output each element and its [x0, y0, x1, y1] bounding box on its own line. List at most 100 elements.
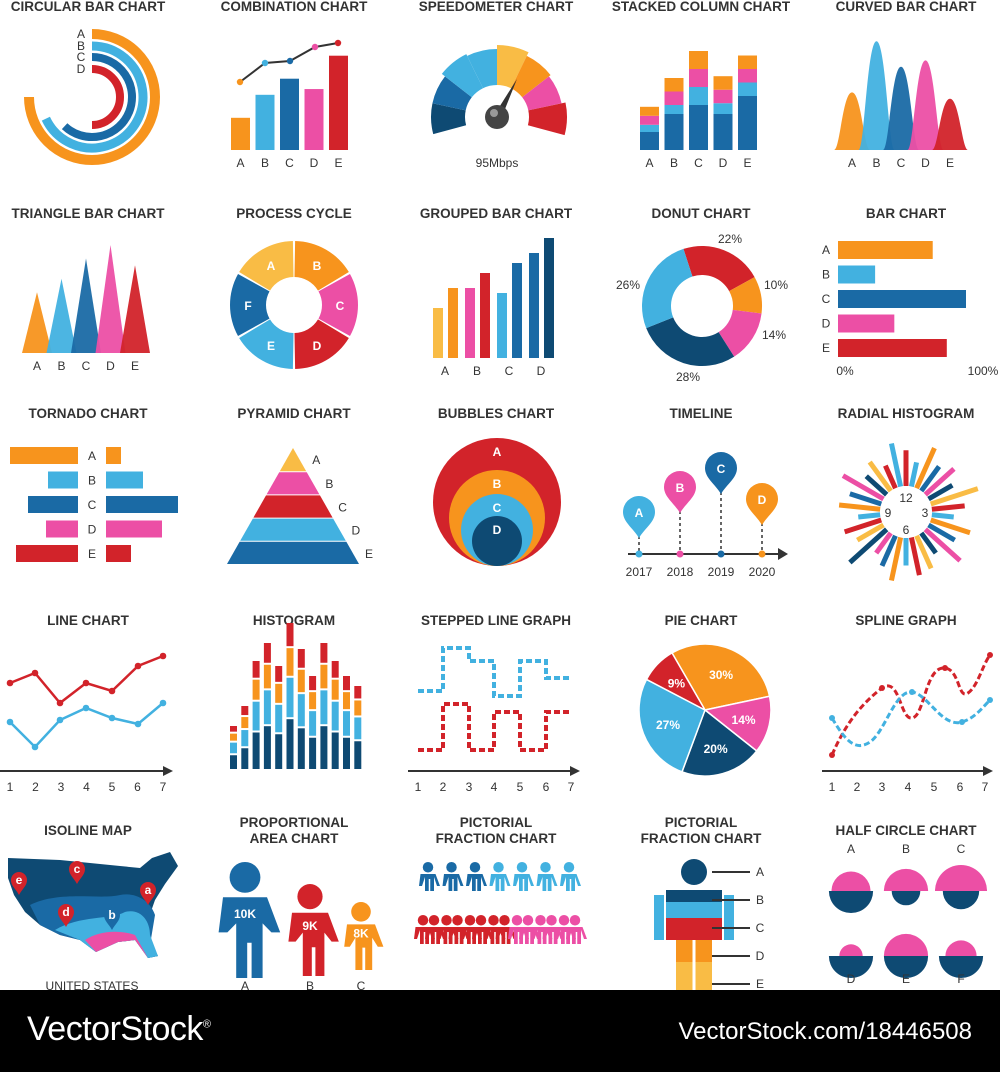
pin-label: b	[108, 908, 115, 922]
figure-arm-right	[724, 895, 734, 940]
figure-bottom-head	[558, 915, 570, 926]
histogram-segment	[343, 711, 350, 736]
x-tick-label: 4	[905, 780, 912, 794]
histogram-segment	[263, 664, 271, 689]
x-axis-arrow	[983, 766, 993, 776]
clock-label: 12	[899, 491, 913, 505]
half-top-B	[883, 868, 929, 891]
year-label: 2017	[626, 565, 653, 579]
pie-slice	[681, 708, 758, 777]
stack-segment	[640, 106, 659, 116]
donut-slice	[683, 245, 755, 292]
grouped-bar-chart: GROUPED BAR CHART A B C D	[420, 206, 573, 378]
x-tick-label: 6	[957, 780, 964, 794]
stack-segment	[738, 96, 757, 150]
pin-label: C	[717, 462, 726, 476]
axis-label: F	[957, 972, 964, 986]
figure-top-head	[446, 862, 457, 873]
map-caption: UNITED STATES	[46, 979, 139, 990]
stacked-column-chart: STACKED COLUMN CHART A B C D E	[612, 0, 791, 170]
histogram-segment	[275, 666, 283, 682]
spline-series-1	[830, 654, 992, 756]
axis-label: A	[848, 156, 856, 170]
histogram-segment	[343, 676, 350, 691]
pie-slice	[645, 651, 707, 712]
tornado-right-B	[106, 471, 143, 489]
x-tick-label: 6	[134, 780, 141, 794]
slice-percent: 9%	[668, 677, 686, 691]
axis-label: E	[743, 156, 751, 170]
chart-title: HISTOGRAM	[253, 613, 335, 628]
chart-title-line-1: PROPORTIONAL	[240, 815, 349, 830]
spline-point	[879, 685, 885, 691]
ring-D	[91, 65, 124, 129]
line-point	[56, 699, 64, 707]
radial-spoke	[849, 491, 883, 507]
chart-title: BAR CHART	[866, 206, 947, 221]
histogram-segment	[286, 719, 294, 769]
x-tick-label: 3	[466, 780, 473, 794]
line-point	[134, 720, 142, 728]
line-point	[108, 714, 116, 722]
figure-bottom-head	[464, 915, 476, 926]
trend-point	[334, 39, 342, 47]
radial-spoke	[929, 517, 971, 536]
figure-bottom-head	[452, 915, 463, 926]
stack-segment	[664, 78, 684, 92]
chart-title: PIE CHART	[665, 613, 739, 628]
axis-label: E	[902, 972, 910, 986]
x-tick-label: 4	[83, 780, 90, 794]
axis-label: A	[236, 156, 244, 170]
combination-chart: COMBINATION CHART A B C D E	[221, 0, 368, 170]
figure-top-head	[422, 862, 434, 873]
bar-B	[255, 94, 275, 150]
x-tick-label: 7	[568, 780, 575, 794]
bar-C	[280, 78, 299, 150]
gauge-segment	[441, 54, 483, 98]
histogram-segment	[309, 737, 317, 769]
gauge-segment	[522, 76, 562, 111]
level-label: E	[756, 977, 764, 990]
histogram-segment	[241, 748, 249, 769]
histogram-segment	[320, 643, 328, 663]
histogram-segment	[230, 755, 237, 769]
ring-label: D	[77, 62, 86, 76]
gauge-segment	[431, 103, 467, 135]
pyramid-tier-B	[266, 472, 320, 495]
chart-title: DONUT CHART	[652, 206, 752, 221]
axis-label: E	[334, 156, 342, 170]
spline-point	[959, 719, 965, 725]
figure-top-body	[489, 874, 511, 891]
axis-label: E	[946, 156, 954, 170]
histogram-segment	[354, 686, 362, 699]
histogram-segment	[286, 623, 294, 647]
axis-label: D	[88, 523, 97, 537]
axis-label: A	[847, 842, 855, 856]
axis-max: 100%	[968, 364, 999, 378]
line-point	[134, 662, 142, 670]
axis-label: A	[33, 359, 41, 373]
chart-title: GROUPED BAR CHART	[420, 206, 573, 221]
radial-spoke	[841, 473, 885, 502]
cycle-segment-B	[294, 241, 349, 291]
gauge-hub-shine	[490, 109, 498, 117]
spline-point	[829, 715, 835, 721]
half-top-D	[839, 944, 863, 956]
stack-segment	[664, 105, 684, 114]
axis-label: B	[261, 156, 269, 170]
level-label: A	[756, 865, 764, 879]
stack-segment	[738, 55, 757, 69]
figure-bottom-head	[417, 915, 429, 926]
chart-title-line-2: FRACTION CHART	[436, 831, 557, 846]
chart-title: BUBBLES CHART	[438, 406, 555, 421]
speed-readout: 95Mbps	[476, 156, 519, 170]
figure-top-head	[563, 862, 575, 873]
axis-label: C	[694, 156, 703, 170]
axis-label: E	[131, 359, 139, 373]
axis-label: D	[719, 156, 728, 170]
triangle-bar-chart: TRIANGLE BAR CHART A B C D E	[12, 206, 166, 373]
axis-label: E	[88, 547, 96, 561]
bar-D	[304, 89, 324, 150]
radial-spoke	[889, 536, 904, 581]
tier-label: D	[351, 524, 360, 538]
